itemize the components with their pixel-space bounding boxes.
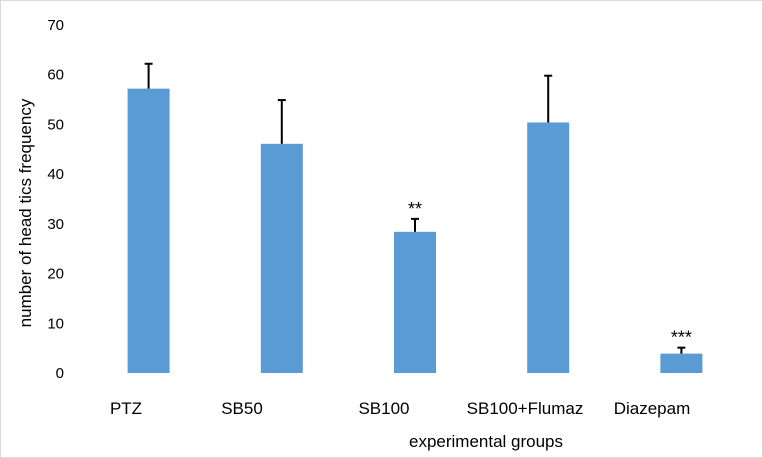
- error-bar: [411, 217, 419, 232]
- bar: [260, 143, 303, 373]
- significance-label: ***: [671, 328, 692, 348]
- bars: [127, 88, 703, 374]
- error-bars: [144, 62, 686, 354]
- y-tick-label: 40: [47, 166, 64, 183]
- y-tick-labels: 0 10 20 30 40 50 60 70: [47, 17, 64, 382]
- category-label: Diazepam: [614, 399, 691, 418]
- category-label: SB50: [221, 399, 263, 418]
- category-labels: PTZ SB50 SB100 SB100+Flumaz Diazepam: [110, 399, 690, 418]
- y-axis-title: number of head tics frequency: [16, 98, 35, 327]
- y-tick-label: 50: [47, 116, 64, 133]
- error-bar: [544, 74, 553, 123]
- y-tick-label: 60: [47, 67, 64, 84]
- category-label: PTZ: [110, 399, 142, 418]
- error-bar: [677, 346, 686, 354]
- y-tick-label: 20: [47, 266, 64, 283]
- bar: [127, 88, 170, 374]
- category-label: SB100: [358, 399, 409, 418]
- x-axis-title: experimental groups: [409, 432, 563, 451]
- category-label: SB100+Flumaz: [467, 399, 584, 418]
- bar: [527, 122, 570, 373]
- y-tick-label: 30: [47, 216, 64, 233]
- bar: [394, 231, 436, 373]
- significance-labels: *****: [408, 199, 692, 348]
- error-bar: [144, 62, 153, 89]
- error-bar: [277, 99, 286, 144]
- y-tick-label: 70: [47, 17, 64, 34]
- y-tick-label: 0: [56, 365, 64, 382]
- bar: [660, 353, 703, 373]
- significance-label: **: [408, 199, 422, 219]
- y-tick-label: 10: [47, 315, 64, 332]
